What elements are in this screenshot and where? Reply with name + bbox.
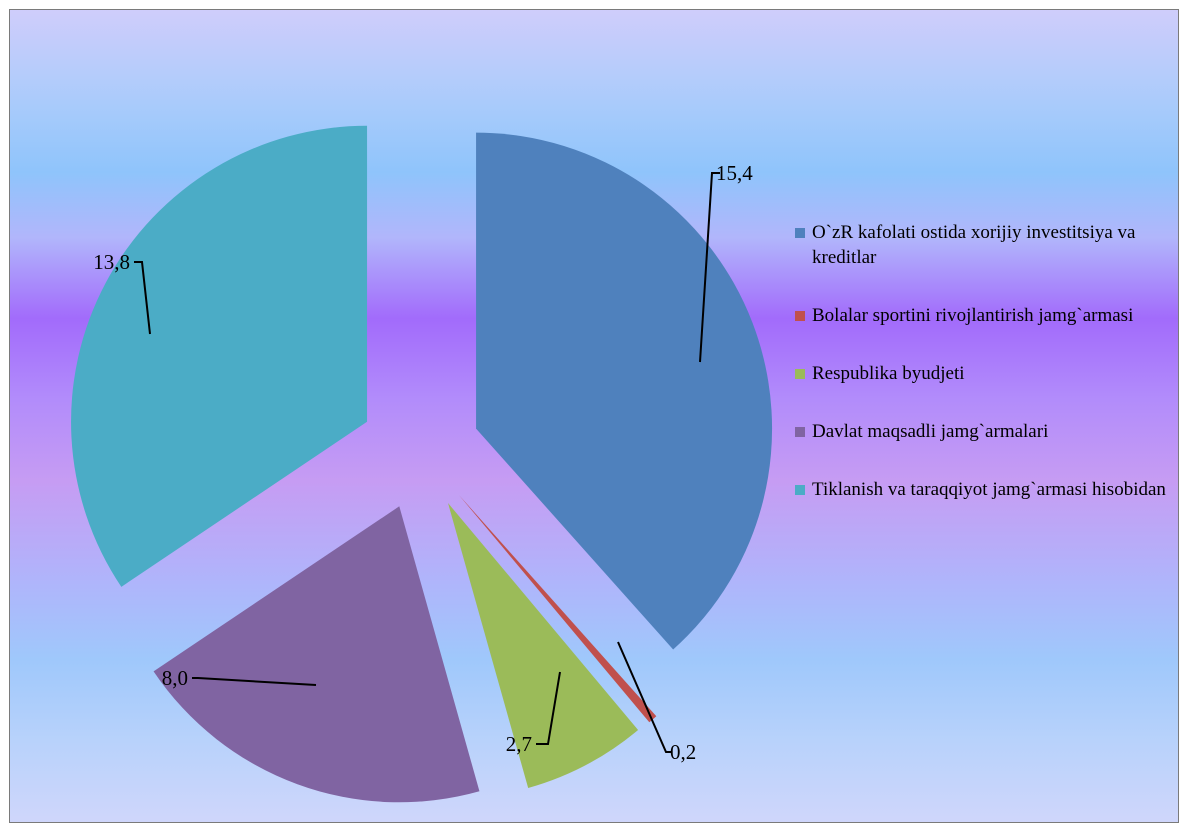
legend-swatch bbox=[795, 369, 805, 379]
data-label: 8,0 bbox=[162, 666, 188, 690]
legend-swatch bbox=[795, 485, 805, 495]
data-label: 2,7 bbox=[506, 732, 532, 756]
data-label: 15,4 bbox=[716, 161, 753, 185]
legend-label: Bolalar sportini rivojlantirish jamg`arm… bbox=[812, 305, 1134, 326]
legend-label: O`zR kafolati ostida xorijiy investitsiy… bbox=[812, 222, 1136, 268]
legend-item: Bolalar sportini rivojlantirish jamg`arm… bbox=[795, 303, 1175, 328]
legend: O`zR kafolati ostida xorijiy investitsiy… bbox=[795, 220, 1175, 535]
legend-item: Davlat maqsadli jamg`armalari bbox=[795, 419, 1175, 444]
leader-line bbox=[699, 172, 720, 363]
legend-item: Respublika byudjeti bbox=[795, 361, 1175, 386]
pie-slice bbox=[459, 495, 657, 723]
legend-swatch bbox=[795, 427, 805, 437]
data-label: 0,2 bbox=[670, 740, 696, 764]
legend-label: Davlat maqsadli jamg`armalari bbox=[812, 421, 1049, 442]
legend-swatch bbox=[795, 228, 805, 238]
leader-line bbox=[617, 641, 672, 753]
legend-label: Respublika byudjeti bbox=[812, 363, 965, 384]
legend-label: Tiklanish va taraqqiyot jamg`armasi hiso… bbox=[812, 479, 1166, 500]
legend-item: O`zR kafolati ostida xorijiy investitsiy… bbox=[795, 220, 1175, 270]
legend-swatch bbox=[795, 311, 805, 321]
leader-line bbox=[536, 671, 561, 745]
leader-line bbox=[192, 677, 317, 686]
leader-line bbox=[134, 261, 151, 335]
pie-slice bbox=[448, 503, 639, 789]
pie-slice bbox=[153, 506, 480, 803]
pie-slice bbox=[71, 125, 368, 587]
data-label: 13,8 bbox=[93, 250, 130, 274]
legend-item: Tiklanish va taraqqiyot jamg`armasi hiso… bbox=[795, 477, 1175, 502]
pie-slice bbox=[476, 132, 773, 650]
